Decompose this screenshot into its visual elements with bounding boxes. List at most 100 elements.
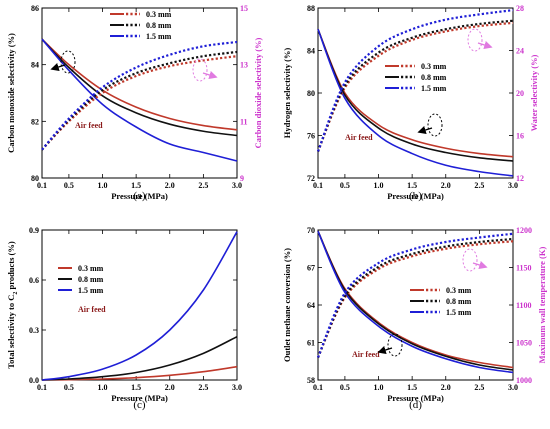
panel-b-y2-tick-label: 28 [516, 4, 524, 13]
panel-b-y2-tick-label: 20 [516, 89, 524, 98]
panel-c-series-1-5-mm-left [41, 231, 238, 381]
panel-c-y-tick-label: 0.0 [29, 376, 39, 385]
panel-b-x-axis-title: Pressure (MPa) [387, 191, 444, 201]
panel-d-x-tick-label: 0.1 [313, 383, 323, 392]
panel-d-y-tick-label: 58 [307, 376, 315, 385]
panel-b-right-axis-arrow [477, 41, 493, 50]
panel-b-x-tick-label: 3.0 [508, 181, 518, 190]
panel-d-right-axis-marker [462, 248, 478, 272]
panel-d-y2-tick-label: 1000 [516, 376, 532, 385]
panel-b-legend-label: 1.5 mm [421, 84, 447, 93]
panel-d-x-tick-label: 1.0 [374, 383, 384, 392]
panel-c-label: (c) [133, 399, 146, 411]
panel-b-y-tick-label: 76 [307, 132, 315, 141]
panel-c-legend-label: 0.8 mm [78, 275, 104, 284]
panel-d-x-tick-label: 1.5 [407, 383, 417, 392]
panel-d-annotation: Air feed [352, 350, 380, 359]
panel-d-series-1-5-mm-right [316, 232, 514, 358]
panel-d-y-tick-label: 61 [307, 339, 315, 348]
panel-d-legend-label: 0.8 mm [446, 297, 472, 306]
panel-d-y2-tick-label: 1050 [516, 339, 532, 348]
panel-c: 0.1 0.5 1.0 1.5 2.0 2.5 3.0 0.0 0.3 0.6 0.9 Pressur… [6, 226, 242, 411]
panel-a-x-tick-label: 0.5 [64, 181, 74, 190]
panel-b-y2-tick-label: 12 [516, 174, 524, 183]
panel-b-y2-axis-title: Water selectivity (%) [529, 54, 539, 131]
panel-a-y2-tick-label: 11 [240, 117, 248, 126]
panel-b-y-tick-label: 72 [307, 174, 315, 183]
panel-d-left-axis-arrow [377, 346, 393, 355]
panel-b-x-tick-label: 1.0 [374, 181, 384, 190]
panel-d-left-axis-marker [387, 333, 403, 357]
panel-d-x-tick-label: 2.0 [441, 383, 451, 392]
panel-a-y-tick-label: 80 [31, 174, 39, 183]
panel-b-legend-label: 0.8 mm [421, 73, 447, 82]
panel-c-legend-label: 1.5 mm [78, 286, 104, 295]
panel-d-x-axis-title: Pressure (MPa) [387, 393, 444, 403]
panel-c-legend-label: 0.3 mm [78, 264, 104, 273]
panel-b-left-axis-marker [427, 113, 443, 137]
panel-d-y-tick-label: 64 [307, 301, 315, 310]
panel-c-x-tick-label: 1.5 [131, 383, 141, 392]
panel-d-y-tick-label: 67 [307, 264, 315, 273]
panel-c-x-tick-label: 2.0 [165, 383, 175, 392]
panel-b-legend-label: 0.3 mm [421, 62, 447, 71]
panel-c-x-tick-label: 0.5 [64, 383, 74, 392]
panel-a-annotation: Air feed [75, 121, 103, 130]
panel-d-series-1-5-mm-left [317, 230, 514, 374]
panel-d-y2-axis-title: Maximum wall temperature (K) [537, 246, 547, 363]
panel-c-x-tick-label: 3.0 [232, 383, 242, 392]
panel-c-x-tick-label: 0.1 [37, 383, 47, 392]
panel-d-y-axis-title: Outlet methane conversion (%) [282, 248, 292, 362]
panel-a-y-axis-title: Carbon monoxide selectivity (%) [6, 33, 16, 153]
panel-c-x-tick-label: 1.0 [98, 383, 108, 392]
panel-d: 0.1 0.5 1.0 1.5 2.0 2.5 3.0 58 61 64 67 70 1000 1050 1… [282, 226, 547, 411]
panel-c-y-axis-title: Total selectivity to C2 products (%) [6, 241, 19, 369]
panel-a-y2-axis-title: Carbon dioxide selectivity (%) [253, 37, 263, 148]
panel-c-series-0-3-mm-left [41, 365, 238, 381]
panel-b-left-axis-arrow [417, 126, 433, 135]
panel-d-x-tick-label: 3.0 [508, 383, 518, 392]
panel-d-series-0-8-mm-left [317, 230, 514, 371]
panel-d-legend-label: 0.3 mm [446, 286, 472, 295]
panel-c-plot-frame [41, 229, 238, 381]
panel-a-left-axis-marker [60, 50, 76, 74]
panel-d-y-tick-label: 70 [307, 226, 315, 235]
panel-b-y-tick-label: 80 [307, 89, 315, 98]
panel-d-legend: 0.3 mm 0.8 mm 1.5 mm [410, 286, 472, 317]
panel-d-label: (d) [409, 399, 422, 411]
panel-a-x-tick-label: 2.0 [165, 181, 175, 190]
panel-b-series-0-8-mm-left [317, 28, 514, 162]
panel-a-plot-frame [41, 7, 238, 179]
panel-a-legend-label: 1.5 mm [146, 32, 172, 41]
panel-b-y-tick-label: 88 [307, 4, 315, 13]
panel-a-series-1-5-mm-right [41, 40, 238, 151]
panel-b-x-tick-label: 2.0 [441, 181, 451, 190]
panel-b-series-0-8-mm-right [316, 19, 514, 152]
panel-a-x-tick-label: 0.1 [37, 181, 47, 190]
panel-b-y2-tick-label: 16 [516, 132, 524, 141]
panel-a: 0.1 0.5 1.0 1.5 2.0 2.5 3.0 80 82 84 86 9 11 13 15 Pres… [6, 4, 263, 202]
panel-c-legend: 0.3 mm 0.8 mm 1.5 mm [58, 264, 104, 295]
panel-d-y2-tick-label: 1100 [516, 301, 532, 310]
panel-b-x-tick-label: 1.5 [407, 181, 417, 190]
panel-b-legend: 0.3 mm 0.8 mm 1.5 mm [385, 62, 447, 93]
panel-b-plot-frame [317, 7, 514, 179]
panel-a-y-tick-label: 86 [31, 4, 39, 13]
panel-b-right-axis-marker [467, 28, 483, 52]
panel-c-y-tick-label: 0.3 [29, 326, 39, 335]
panel-d-series-0-8-mm-right [316, 237, 514, 358]
panel-b-y-tick-label: 84 [307, 47, 315, 56]
panel-a-series-1-5-mm-left [41, 38, 238, 162]
panel-a-y2-tick-label: 15 [240, 4, 248, 13]
panel-a-x-tick-label: 3.0 [232, 181, 242, 190]
panel-a-right-axis-arrow [202, 71, 218, 80]
panel-a-series-0-3-mm-right [41, 55, 238, 151]
panel-a-y2-tick-label: 9 [240, 174, 244, 183]
panel-d-x-tick-label: 2.5 [474, 383, 484, 392]
panel-a-x-tick-label: 1.5 [131, 181, 141, 190]
panel-a-left-axis-arrow [50, 63, 66, 72]
panel-a-x-tick-label: 1.0 [98, 181, 108, 190]
panel-b-x-tick-label: 0.5 [340, 181, 350, 190]
panel-a-label: (a) [133, 190, 146, 202]
